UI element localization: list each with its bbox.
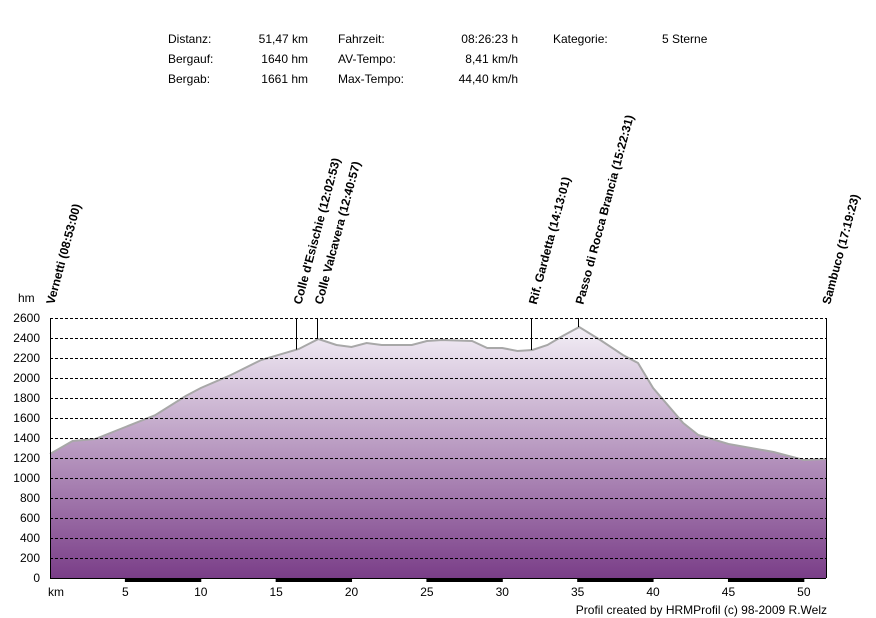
x-scale-bar-5 — [125, 578, 201, 582]
kategorie-label: Kategorie: — [553, 32, 608, 46]
x-tick-label-40: 40 — [646, 585, 660, 599]
y-tick-label-2400: 2400 — [13, 331, 40, 345]
waypoint-label-0: Vernetti (08:53:00) — [43, 202, 83, 305]
maxtempo-value: 44,40 km/h — [458, 72, 518, 86]
y-tick-label-1800: 1800 — [13, 391, 40, 405]
x-tick-label-20: 20 — [345, 585, 359, 599]
x-tick-label-50: 50 — [797, 585, 811, 599]
x-tick-label-35: 35 — [571, 585, 585, 599]
y-tick-label-600: 600 — [20, 511, 40, 525]
x-tick-label-5: 5 — [122, 585, 129, 599]
distanz-value: 51,47 km — [258, 32, 308, 46]
elevation-area — [50, 327, 826, 578]
distanz-label: Distanz: — [168, 32, 212, 46]
avtempo-label: AV-Tempo: — [338, 52, 396, 66]
y-tick-label-400: 400 — [20, 531, 40, 545]
bergab-value: 1661 hm — [261, 72, 308, 86]
x-tick-label-25: 25 — [420, 585, 434, 599]
x-tick-label-45: 45 — [722, 585, 736, 599]
x-tick-label-30: 30 — [496, 585, 510, 599]
x-scale-bar-45 — [728, 578, 804, 582]
maxtempo-label: Max-Tempo: — [338, 72, 405, 86]
fahrzeit-value: 08:26:23 h — [461, 32, 518, 46]
y-tick-label-1200: 1200 — [13, 451, 40, 465]
bergab-label: Bergab: — [168, 72, 211, 86]
x-scale-bar-25 — [426, 578, 503, 582]
avtempo-value: 8,41 km/h — [465, 52, 518, 66]
x-axis-label: km — [48, 585, 64, 599]
bergauf-value: 1640 hm — [261, 52, 308, 66]
x-tick-label-15: 15 — [269, 585, 283, 599]
kategorie-value: 5 Sterne — [662, 32, 708, 46]
waypoint-label-5: Sambuco (17:19:23) — [819, 193, 862, 306]
x-scale-bar-15 — [276, 578, 352, 582]
y-tick-label-200: 200 — [20, 551, 40, 565]
y-axis-label: hm — [18, 291, 35, 305]
y-tick-label-1400: 1400 — [13, 431, 40, 445]
x-scale-bar-35 — [577, 578, 654, 582]
y-tick-label-1000: 1000 — [13, 471, 40, 485]
y-tick-label-1600: 1600 — [13, 411, 40, 425]
y-tick-label-2000: 2000 — [13, 371, 40, 385]
x-tick-label-10: 10 — [194, 585, 208, 599]
waypoint-label-3: Rif. Gardetta (14:13:01) — [526, 175, 574, 306]
bergauf-label: Bergauf: — [168, 52, 214, 66]
y-tick-label-2200: 2200 — [13, 351, 40, 365]
y-tick-label-2600: 2600 — [13, 311, 40, 325]
waypoint-label-4: Passo di Rocca Brancia (15:22:31) — [573, 113, 637, 305]
elevation-line — [49, 325, 827, 462]
credit-text: Profil created by HRMProfil (c) 98-2009 … — [575, 603, 827, 617]
y-tick-label-800: 800 — [20, 491, 40, 505]
y-tick-label-0: 0 — [33, 571, 40, 585]
fahrzeit-label: Fahrzeit: — [338, 32, 385, 46]
